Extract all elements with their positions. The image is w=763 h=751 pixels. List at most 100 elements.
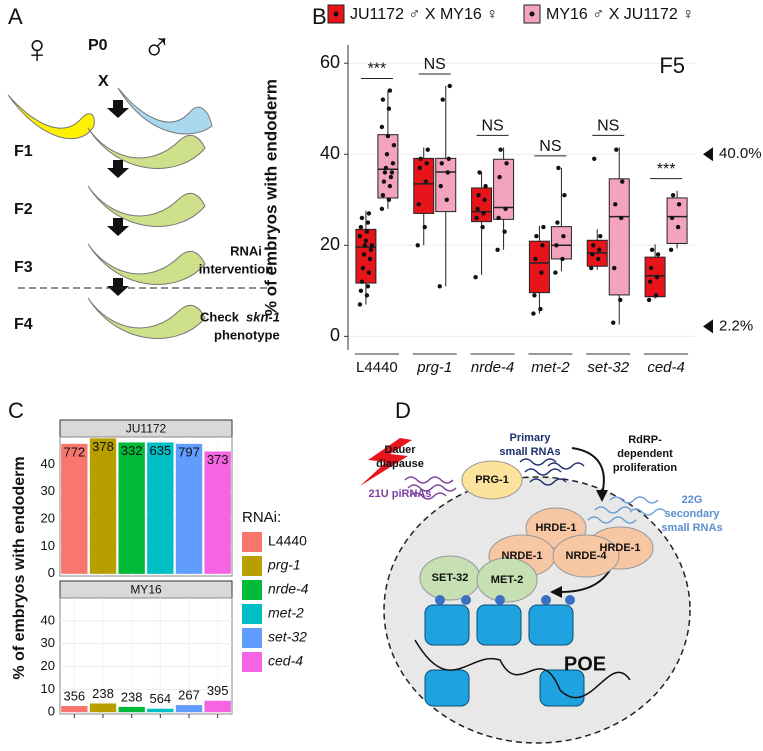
panel-label: D: [395, 398, 411, 423]
data-point: [388, 174, 394, 180]
data-point: [366, 270, 372, 275]
reference-marker: [703, 319, 713, 334]
bar: [61, 706, 88, 713]
data-point: [417, 165, 422, 171]
legend-key: [242, 532, 262, 552]
pirnas: [404, 476, 457, 500]
data-point: [477, 170, 482, 175]
data-point: [474, 215, 479, 221]
y-tick-label: 30: [41, 635, 55, 650]
arrow: [571, 447, 605, 495]
x-tick-label: prg-1: [416, 359, 452, 376]
data-point: [361, 252, 367, 257]
methyl-marks: [435, 595, 575, 605]
data-point: [613, 202, 618, 207]
legend-key: [242, 628, 262, 648]
box: [435, 157, 457, 213]
data-point: [503, 206, 508, 212]
data-point: [365, 284, 371, 289]
reference-marker: [703, 147, 713, 162]
data-point: [438, 183, 443, 189]
protein-label: NRDE-4: [566, 550, 608, 562]
data-point: [589, 265, 594, 271]
arrowhead: [550, 586, 562, 598]
legend-label: prg-1: [267, 557, 301, 573]
significance: ***: [657, 161, 676, 178]
generation-label: F2: [14, 201, 33, 218]
legend-label: JU1172 ♂ X MY16 ♀: [350, 6, 498, 23]
data-point: [446, 156, 451, 162]
data-point: [611, 320, 616, 325]
reference-label: 40.0%: [719, 145, 762, 162]
secondary-rnas: [587, 496, 667, 524]
significance: ***: [368, 61, 387, 78]
label: proliferation: [613, 462, 677, 474]
poe-label: POE: [564, 653, 606, 675]
data-point: [647, 279, 653, 284]
panel-label: A: [8, 4, 23, 29]
data-point: [447, 83, 452, 89]
data-point: [357, 302, 363, 307]
box: [413, 157, 435, 214]
y-tick-label: 0: [48, 565, 55, 580]
data-point: [495, 247, 500, 253]
protein-label: SET-32: [432, 572, 469, 584]
legend-key: [242, 652, 262, 672]
check-label: Check: [200, 309, 240, 324]
generation-label: F3: [14, 259, 33, 276]
data-point: [362, 243, 368, 248]
female-symbol: ♀: [22, 28, 52, 72]
data-point: [502, 229, 507, 234]
protein-label: HRDE-1: [536, 522, 577, 534]
data-point: [676, 202, 682, 207]
data-point: [366, 211, 372, 216]
count-label: 356: [63, 688, 85, 703]
data-point: [415, 243, 420, 248]
y-tick-label: 20: [41, 511, 55, 526]
data-point: [646, 297, 652, 303]
count-label: 373: [207, 452, 229, 467]
data-point: [596, 256, 601, 262]
lightning: [360, 438, 412, 486]
y-tick-label: 60: [320, 52, 340, 72]
bar: [118, 442, 145, 574]
box: [493, 158, 515, 220]
box: [471, 187, 493, 223]
bar: [147, 442, 174, 574]
worms: [87, 127, 206, 339]
reference-label: 2.2%: [719, 317, 753, 334]
data-point: [357, 233, 363, 239]
data-point: [475, 206, 480, 212]
label: 22G: [682, 494, 703, 506]
count-label: 395: [207, 683, 229, 698]
data-point: [380, 97, 386, 102]
plot-area: [59, 436, 233, 577]
data-point: [668, 247, 674, 253]
data-point: [561, 233, 566, 239]
data-point: [481, 211, 486, 216]
data-point: [437, 284, 442, 289]
data-point: [555, 220, 560, 225]
data-point: [364, 229, 370, 234]
x-tick-label: met-2: [531, 359, 570, 376]
data-point: [532, 293, 537, 298]
y-tick-label: 40: [320, 143, 340, 163]
y-axis-label: % of embryos with endoderm: [11, 456, 28, 679]
arrow: [559, 569, 611, 593]
check-label: phenotype: [214, 327, 280, 342]
y-axis-label: % of embryos with endoderm: [261, 79, 280, 316]
label: RdRP-: [628, 434, 662, 446]
data-point: [360, 265, 366, 271]
label: secondary: [664, 508, 720, 520]
data-point: [655, 252, 661, 257]
generation-label: F1: [14, 143, 33, 160]
data-point: [422, 224, 427, 230]
bar: [89, 438, 117, 574]
legend-key: [242, 580, 262, 600]
legend-dot: [529, 11, 535, 17]
y-tick-label: 20: [41, 658, 55, 673]
data-point: [440, 97, 445, 102]
significance: NS: [424, 56, 446, 73]
data-point: [364, 293, 370, 298]
